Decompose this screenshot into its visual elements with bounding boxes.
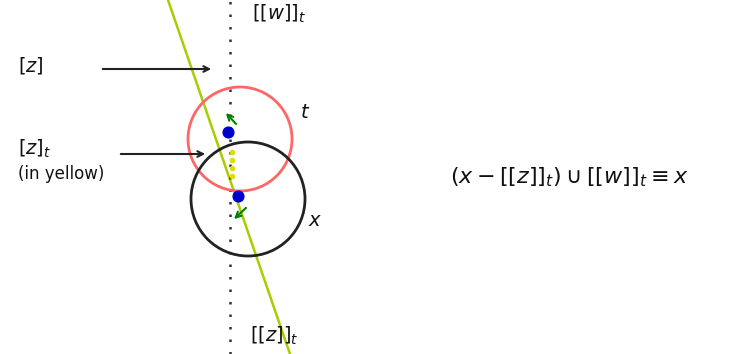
Point xyxy=(222,129,234,135)
Text: $[z]$: $[z]$ xyxy=(18,56,44,76)
Point xyxy=(232,193,244,199)
Text: $[[z]]_t$: $[[z]]_t$ xyxy=(250,325,298,347)
Text: $[z]_t$: $[z]_t$ xyxy=(18,138,52,160)
Text: $[[w]]_t$: $[[w]]_t$ xyxy=(252,3,306,25)
Text: $x$: $x$ xyxy=(308,211,322,229)
Text: $t$: $t$ xyxy=(300,103,310,121)
Text: (in yellow): (in yellow) xyxy=(18,165,104,183)
Text: $(x - [[z]]_t) \cup [[w]]_t \equiv x$: $(x - [[z]]_t) \cup [[w]]_t \equiv x$ xyxy=(450,165,688,189)
